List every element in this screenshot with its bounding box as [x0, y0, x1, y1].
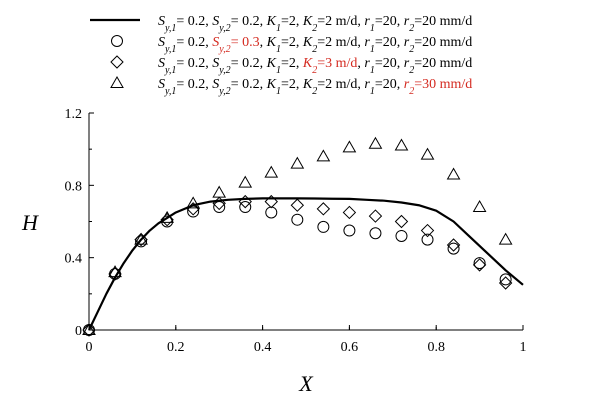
circle-point: [317, 220, 330, 233]
diamond-point: [160, 212, 174, 227]
circle-point: [213, 201, 226, 214]
triangle-point: [420, 147, 435, 160]
data-marks: [82, 136, 524, 337]
triangle-point: [212, 185, 227, 198]
triangle-point: [472, 200, 487, 213]
circle-point: [395, 229, 408, 242]
x-tick-label: 0.2: [167, 340, 185, 355]
diamond-point: [342, 205, 357, 220]
circle-point: [369, 227, 382, 240]
legend-label: Sy,1= 0.2, Sy,2= 0.2, K1=2, K2=2 m/d, r1…: [158, 77, 472, 97]
circle-point: [499, 273, 512, 286]
legend-entry-triangle: Sy,1= 0.2, Sy,2= 0.2, K1=2, K2=2 m/d, r1…: [110, 75, 472, 97]
triangle-point: [186, 196, 201, 209]
plot-area: 0 0.2 0.4 0.6 0.8 1 0 0.4 0.8 1.2: [65, 107, 527, 355]
series-triangle: [82, 136, 513, 335]
legend-entry-diamond: Sy,1= 0.2, Sy,2= 0.2, K1=2, K2=3 m/d, r1…: [110, 55, 472, 76]
diamond-point: [316, 202, 331, 216]
circle-point: [239, 201, 252, 214]
circle-point: [265, 206, 278, 219]
legend-circle-symbol: [111, 35, 123, 47]
diamond-point: [368, 209, 383, 223]
circle-point: [187, 205, 200, 218]
diamond-point: [134, 232, 148, 247]
y-tick-label: 0: [75, 324, 82, 339]
legend-label: Sy,1= 0.2, Sy,2= 0.2, K1=2, K2=3 m/d, r1…: [158, 56, 472, 76]
x-tick-label: 0.4: [254, 340, 272, 355]
diamond-point: [82, 323, 96, 337]
legend: Sy,1= 0.2, Sy,2= 0.2, K1=2, K2=2 m/d, r1…: [90, 14, 472, 97]
diamond-point: [186, 202, 200, 216]
triangle-point: [82, 322, 96, 335]
triangle-point: [160, 210, 174, 223]
triangle-point: [342, 140, 357, 153]
y-tick-label: 0.4: [65, 252, 83, 267]
legend-diamond-symbol: [110, 55, 124, 69]
y-tick-label: 1.2: [65, 107, 83, 122]
triangle-point: [290, 156, 305, 169]
diamond-point: [238, 194, 252, 209]
circle-point: [135, 235, 148, 248]
triangle-point: [446, 167, 461, 180]
triangle-point: [316, 149, 331, 162]
x-tick-label: 0.6: [341, 340, 359, 355]
legend-entry-circle: Sy,1= 0.2, Sy,2= 0.3, K1=2, K2=2 m/d, r1…: [111, 35, 472, 55]
x-tick-label: 0.8: [427, 340, 445, 355]
diamond-point: [394, 214, 409, 229]
circle-point: [343, 224, 356, 237]
diamond-point: [264, 194, 278, 209]
legend-label: Sy,1= 0.2, Sy,2= 0.3, K1=2, K2=2 m/d, r1…: [158, 35, 472, 55]
series-line: [88, 197, 524, 331]
circle-point: [473, 257, 486, 270]
axes-frame: [88, 113, 523, 331]
legend-entry-line: Sy,1= 0.2, Sy,2= 0.2, K1=2, K2=2 m/d, r1…: [90, 14, 472, 34]
axis-ticks: 0 0.2 0.4 0.6 0.8 1 0 0.4 0.8 1.2: [65, 107, 527, 355]
triangle-point: [368, 136, 383, 149]
diamond-point: [212, 196, 226, 211]
circle-point: [291, 213, 304, 226]
x-axis-label: X: [298, 371, 314, 396]
triangle-point: [134, 232, 148, 245]
series-line: [88, 197, 524, 331]
diamond-point: [498, 276, 513, 290]
diamond-point: [108, 267, 122, 281]
legend-label: Sy,1= 0.2, Sy,2= 0.2, K1=2, K2=2 m/d, r1…: [158, 14, 472, 34]
circle-point: [421, 233, 434, 246]
x-tick-label: 1: [520, 340, 527, 355]
triangle-point: [394, 138, 409, 151]
series-circle: [83, 201, 512, 336]
triangle-point: [238, 175, 253, 188]
diamond-point: [472, 258, 487, 272]
triangle-point: [108, 265, 122, 278]
y-axis-label: H: [21, 210, 39, 235]
triangle-point: [498, 232, 513, 245]
x-tick-label: 0: [86, 340, 93, 355]
diamond-point: [420, 223, 435, 238]
circle-point: [447, 242, 460, 255]
y-tick-label: 0.8: [65, 179, 83, 194]
diamond-point: [290, 198, 305, 212]
diamond-point: [446, 238, 461, 252]
triangle-point: [264, 165, 279, 178]
legend-triangle-symbol: [110, 75, 124, 88]
series-diamond: [82, 194, 513, 337]
